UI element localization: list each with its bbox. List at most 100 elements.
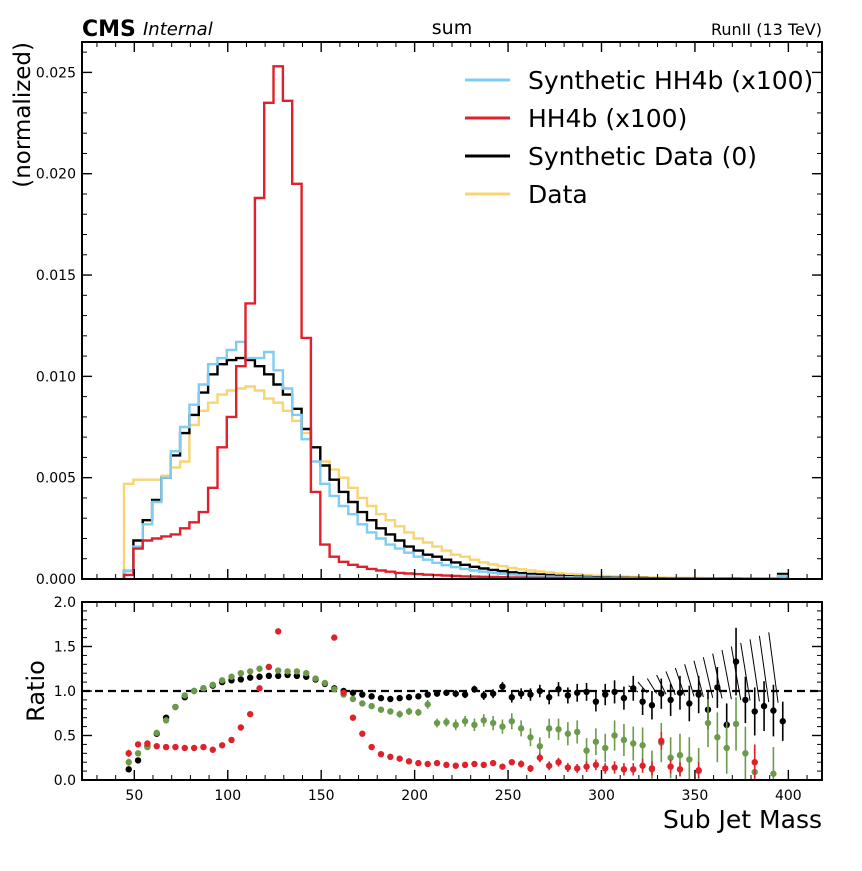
ratio-point-green xyxy=(153,729,160,737)
ratio-point-red xyxy=(574,765,581,772)
ratio-point-black xyxy=(658,690,665,697)
ratio-point-red xyxy=(172,743,179,751)
ratio-point-black xyxy=(770,707,777,714)
main-y-tick-label: 0.005 xyxy=(36,471,76,487)
ratio-point-red xyxy=(218,742,226,749)
ratio-point-red xyxy=(676,766,684,773)
ratio-point-green xyxy=(218,677,226,684)
ratio-point-green xyxy=(667,754,674,761)
ratio-point-red xyxy=(415,759,422,767)
ratio-point-red xyxy=(452,762,459,769)
ratio-point-green xyxy=(237,670,245,677)
ratio-point-red xyxy=(200,743,207,751)
ratio-point-green xyxy=(704,719,712,727)
ratio-x-tick-label: 250 xyxy=(495,788,522,804)
ratio-point-black xyxy=(265,672,273,680)
ratio-point-green xyxy=(742,750,749,757)
ratio-point-red xyxy=(489,759,497,767)
ratio-point-green xyxy=(489,719,497,727)
ratio-point-red xyxy=(630,766,637,773)
ratio-y-tick-label: 1.5 xyxy=(54,640,76,656)
ratio-point-red xyxy=(181,744,188,752)
internal-label: Internal xyxy=(143,19,213,40)
ratio-point-red xyxy=(265,663,273,671)
ratio-point-red xyxy=(471,760,478,768)
ratio-point-green xyxy=(620,736,628,744)
ratio-point-red xyxy=(536,754,544,761)
ratio-point-red xyxy=(256,685,263,692)
ratio-point-green xyxy=(396,710,403,718)
ratio-point-green xyxy=(275,667,282,674)
ratio-point-green xyxy=(630,740,637,747)
ratio-point-red xyxy=(620,766,628,773)
ratio-point-red xyxy=(125,750,132,757)
ratio-point-green xyxy=(312,675,319,682)
ratio-point-green xyxy=(527,734,534,741)
ratio-point-red xyxy=(377,750,385,758)
ratio-point-black xyxy=(134,757,142,764)
ratio-point-black xyxy=(686,700,693,707)
ratio-point-green xyxy=(209,681,217,688)
ratio-point-black xyxy=(760,702,768,710)
ratio-point-black xyxy=(461,691,469,698)
ratio-point-green xyxy=(228,673,235,680)
ratio-point-green xyxy=(405,708,413,715)
ratio-point-green xyxy=(190,687,198,695)
ratio-point-green xyxy=(714,734,721,741)
ratio-point-green xyxy=(611,732,618,739)
ratio-point-red xyxy=(667,763,674,770)
ratio-point-black xyxy=(574,689,581,696)
ratio-point-black xyxy=(508,694,515,701)
ratio-point-red xyxy=(508,759,515,766)
ratio-point-green xyxy=(517,725,525,732)
ratio-point-green xyxy=(321,679,329,687)
ratio-point-red xyxy=(545,762,553,769)
ratio-point-red xyxy=(555,759,562,766)
ratio-point-black xyxy=(667,696,674,704)
ratio-point-red xyxy=(190,744,198,752)
ratio-point-red xyxy=(153,742,160,750)
legend-label: Synthetic HH4b (x100) xyxy=(528,66,813,95)
ratio-point-red xyxy=(751,759,758,766)
ratio-point-black xyxy=(377,694,385,702)
ratio-point-red xyxy=(517,760,525,768)
ratio-point-green xyxy=(424,701,431,708)
ratio-point-black xyxy=(602,691,609,698)
ratio-uncertainty-hatch xyxy=(628,632,779,703)
ratio-point-green xyxy=(415,709,422,716)
ratio-point-green xyxy=(770,770,777,777)
ratio-point-black xyxy=(676,689,684,696)
ratio-point-green xyxy=(134,750,142,757)
ratio-point-black xyxy=(648,702,656,709)
ratio-point-black xyxy=(256,673,263,680)
ratio-point-green xyxy=(574,728,581,736)
ratio-point-red xyxy=(387,753,394,761)
ratio-point-green xyxy=(723,744,730,752)
main-y-axis-label: (normalized) xyxy=(10,42,36,188)
ratio-point-black xyxy=(779,718,786,725)
ratio-point-black xyxy=(293,672,301,680)
legend-label: Synthetic Data (0) xyxy=(528,142,757,171)
ratio-point-black xyxy=(368,693,375,700)
ratio-point-red xyxy=(368,743,375,751)
ratio-point-black xyxy=(517,690,525,697)
ratio-point-black xyxy=(527,691,534,698)
ratio-point-red xyxy=(592,761,600,769)
ratio-point-red xyxy=(331,634,338,641)
ratio-point-black xyxy=(405,694,413,701)
ratio-point-red xyxy=(611,764,618,771)
ratio-point-red xyxy=(246,710,254,718)
main-y-tick-label: 0.020 xyxy=(36,167,76,183)
ratio-x-tick-label: 50 xyxy=(125,788,143,804)
ratio-point-red xyxy=(162,743,170,751)
ratio-point-black xyxy=(489,690,497,697)
ratio-point-black xyxy=(452,690,459,697)
ratio-point-green xyxy=(331,686,338,693)
ratio-point-green xyxy=(602,744,609,752)
hatch-line xyxy=(749,639,760,702)
ratio-point-red xyxy=(237,724,245,731)
ratio-point-green xyxy=(508,718,515,725)
hatch-line xyxy=(684,664,695,697)
ratio-y-tick-label: 1.0 xyxy=(54,684,76,700)
